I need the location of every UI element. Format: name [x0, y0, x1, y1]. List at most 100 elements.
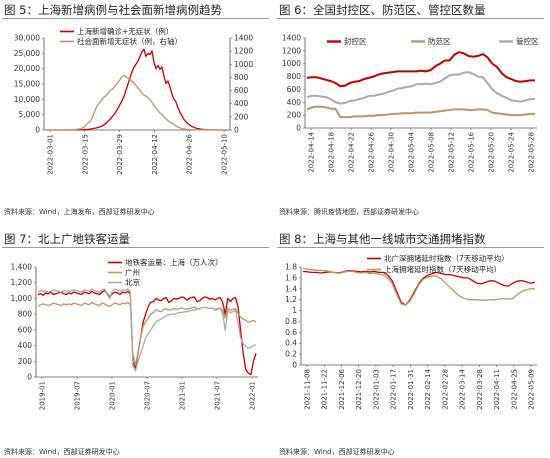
- y-tick-label: 0.2: [285, 350, 297, 359]
- x-tick-label: 2022-05-20: [488, 132, 496, 173]
- legend-label-2: 北京: [125, 277, 140, 287]
- y-tick-label: 400: [287, 98, 302, 107]
- panel-8-source: 资料来源：Wind，西部证券研发中心: [279, 448, 395, 456]
- panel-7-divider: [2, 247, 269, 248]
- y-tick-label: 0: [292, 361, 297, 370]
- x-tick-label: 2022-05-08: [428, 132, 436, 173]
- y-tick-label: 5,000: [19, 110, 41, 119]
- legend-label-0: 北广深拥堵延时指数（7天移动平均）: [384, 253, 509, 263]
- y-right-tick-label: 1000: [234, 60, 253, 69]
- legend-label-1: 广州: [125, 267, 140, 277]
- series-line-0: [306, 51, 535, 88]
- x-tick-label: 2022-04-26: [186, 133, 194, 174]
- series-line-1: [306, 105, 535, 119]
- y-tick-label: 20,000: [14, 64, 40, 73]
- x-tick-label: 2022-05-12: [448, 132, 456, 173]
- y-tick-label: 1.6: [285, 273, 297, 282]
- x-tick-label: 2022-05-09: [528, 369, 536, 410]
- y-right-tick-label: 800: [234, 73, 249, 82]
- x-tick-label: 2022-03-28: [476, 369, 484, 410]
- series-line-0: [302, 270, 536, 306]
- series-line-0: [46, 48, 228, 131]
- panel-6-source: 资料来源：腾讯疫情地图，西部证券研发中心: [279, 208, 419, 216]
- x-tick-label: 2021-01: [179, 381, 187, 410]
- y-tick-label: 1,400: [11, 263, 33, 272]
- x-tick-label: 2022-05-10: [221, 134, 229, 175]
- x-tick-label: 2022-04-12: [151, 134, 159, 175]
- y-tick-label: 1,200: [11, 278, 33, 287]
- x-tick-label: 2022-04-26: [368, 131, 376, 172]
- x-tick-label: 2022-05-16: [468, 131, 476, 172]
- x-tick-label: 2022-03-15: [81, 134, 89, 175]
- x-tick-label: 2022-01-31: [407, 369, 415, 410]
- x-tick-label: 2020-01: [109, 381, 117, 410]
- legend-label-0: 封控区: [344, 36, 367, 46]
- legend-label-1: 防范区: [428, 36, 451, 46]
- x-tick-label: 2022-04-25: [510, 369, 518, 410]
- y-tick-label: 0: [27, 373, 32, 382]
- y-right-tick-label: 1400: [234, 34, 253, 43]
- panel-8-divider: [277, 247, 544, 248]
- y-right-tick-label: 1200: [234, 47, 253, 56]
- panel-8: 图 8：上海与其他一线城市交通拥堵指数 0 0.2 0.4 0.6 0.8 1 1.2 1.4…: [275, 229, 550, 458]
- x-tick-label: 2021-12-06: [338, 368, 346, 409]
- panel-5-title: 图 5：上海新增病例与社会面新增病例趋势: [4, 3, 222, 17]
- series-line-1: [46, 74, 228, 131]
- legend-label-0: 上海新增确诊+无症状（例）: [77, 26, 173, 36]
- y-tick-label: 400: [18, 341, 33, 350]
- panel-7-source: 资料来源：Wind，西部证券研发中心: [4, 448, 120, 456]
- x-tick-label: 2022-04-11: [493, 369, 501, 410]
- y-tick-label: 600: [18, 325, 33, 334]
- panel-5-source: 资料来源：Wind，上海发布，西部证券研发中心: [4, 208, 155, 216]
- x-tick-label: 2022-02-14: [424, 368, 432, 409]
- x-tick-label: 2022-03-14: [459, 368, 467, 409]
- x-tick-label: 2022-03-01: [47, 134, 55, 175]
- y-tick-label: 600: [287, 85, 302, 94]
- panel-6-divider: [277, 18, 544, 19]
- y-tick-label: 800: [18, 310, 33, 319]
- x-tick-label: 2021-12-20: [355, 369, 363, 410]
- panel-5: 图 5：上海新增病例与社会面新增病例趋势 0 5,000 10,000 15,000 2…: [0, 0, 275, 218]
- x-tick-label: 2020-07: [144, 381, 152, 410]
- y-tick-label: 1.2: [285, 295, 297, 304]
- y-tick-label: 1.4: [285, 284, 297, 293]
- y-tick-label: 0.4: [285, 339, 297, 348]
- x-tick-label: 2022-04-22: [348, 132, 356, 173]
- chart-control-zones: 0 200 400 600 800 1000 1200 1400 2022-04-14 2022-…: [282, 34, 539, 173]
- y-tick-label: 1400: [282, 34, 301, 43]
- y-tick-label: 30,000: [14, 34, 40, 43]
- series-line-1: [302, 267, 535, 306]
- panel-5-divider: [2, 18, 269, 19]
- y-right-tick-label: 0: [234, 126, 239, 135]
- y-tick-label: 0: [296, 124, 301, 133]
- y-tick-label: 25,000: [14, 49, 40, 58]
- legend-label-2: 管控区: [516, 36, 539, 46]
- series-line-2: [37, 288, 257, 372]
- y-tick-label: 1.8: [285, 263, 297, 272]
- chart-shanghai-cases: 0 5,000 10,000 15,000 20,000 25,000 30,000 0 200…: [14, 26, 254, 175]
- x-tick-label: 2022-04-18: [328, 132, 336, 173]
- y-tick-label: 200: [18, 357, 33, 366]
- chart-traffic-congestion: 0 0.2 0.4 0.6 0.8 1 1.2 1.4 1.61.8 2021-11-08 2021…: [285, 253, 537, 410]
- series-line-2: [306, 71, 535, 105]
- legend-label-1: 上海拥堵延时指数（7天移动平均）: [384, 264, 501, 274]
- y-tick-label: 0.6: [285, 328, 297, 337]
- y-tick-label: 800: [287, 72, 302, 81]
- panel-6-title: 图 6：全国封控区、防范区、管控区数量: [279, 3, 486, 17]
- x-tick-label: 2022-01: [249, 381, 257, 410]
- panel-8-title: 图 8：上海与其他一线城市交通拥堵指数: [279, 232, 486, 246]
- x-tick-label: 2022-01-03: [372, 369, 380, 410]
- y-right-tick-label: 400: [234, 99, 249, 108]
- y-tick-label: 200: [287, 111, 302, 120]
- x-tick-label: 2021-07: [214, 381, 222, 410]
- x-tick-label: 2021-11-22: [321, 369, 329, 410]
- x-tick-label: 2022-03-29: [116, 134, 124, 175]
- y-right-tick-label: 200: [234, 112, 249, 121]
- y-tick-label: 0.8: [285, 317, 297, 326]
- y-tick-label: 0: [35, 126, 40, 135]
- x-tick-label: 2022-05-04: [408, 131, 416, 172]
- y-right-tick-label: 600: [234, 86, 249, 95]
- legend-label-1: 社会面新增无症状（例，右轴）: [77, 36, 182, 46]
- series-line-0: [37, 289, 257, 376]
- panel-7: 图 7：北上广地铁客运量 0 200 400 600 800 1,000 1,200 1,40…: [0, 229, 275, 458]
